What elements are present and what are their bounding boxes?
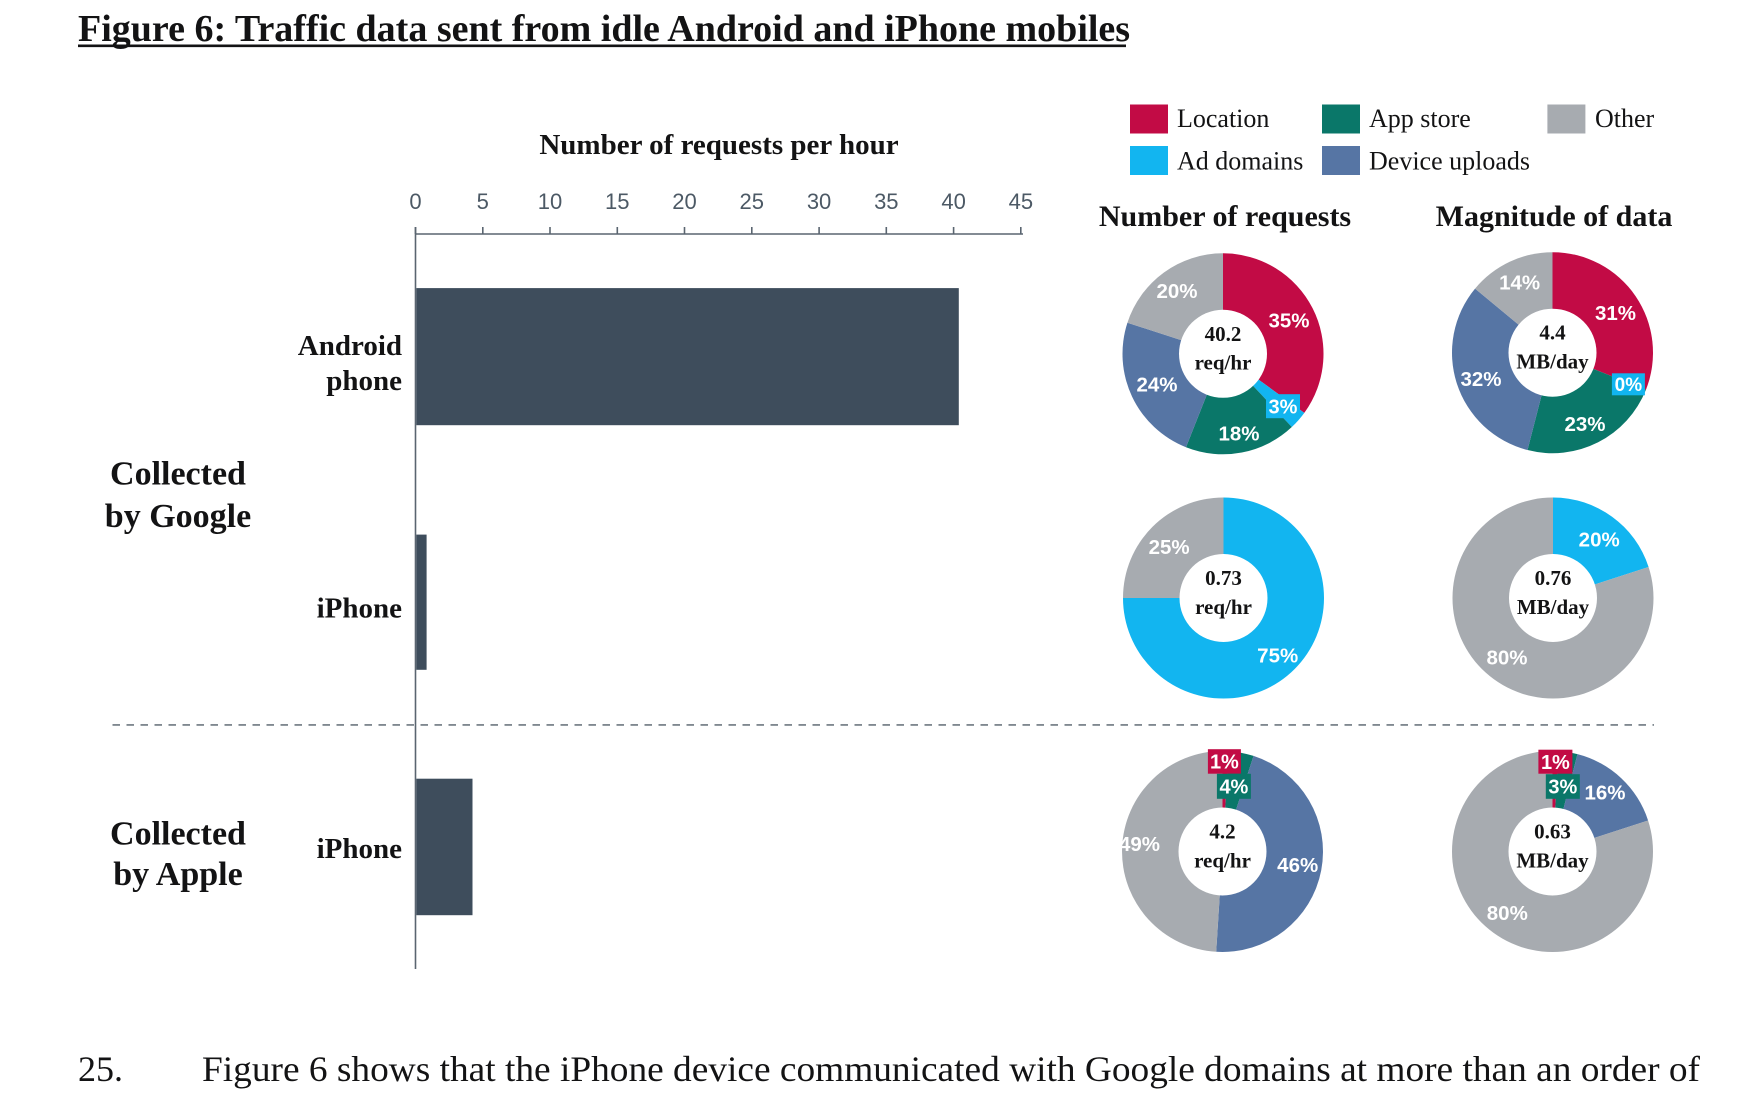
svg-text:Other: Other xyxy=(1595,104,1655,133)
svg-text:46%: 46% xyxy=(1277,854,1318,877)
svg-text:MB/day: MB/day xyxy=(1516,848,1589,872)
svg-text:4.2: 4.2 xyxy=(1209,820,1235,844)
svg-text:Android: Android xyxy=(298,330,402,362)
svg-text:15: 15 xyxy=(605,189,629,214)
svg-text:35: 35 xyxy=(874,189,898,214)
svg-text:Location: Location xyxy=(1177,104,1269,133)
svg-text:80%: 80% xyxy=(1486,646,1527,669)
svg-text:80%: 80% xyxy=(1487,902,1528,925)
svg-text:45: 45 xyxy=(1009,189,1033,214)
svg-text:Number of requests per hour: Number of requests per hour xyxy=(539,129,898,161)
svg-text:req/hr: req/hr xyxy=(1195,351,1252,375)
svg-text:3%: 3% xyxy=(1269,396,1298,418)
svg-text:0.76: 0.76 xyxy=(1535,566,1572,590)
svg-text:by Apple: by Apple xyxy=(113,856,242,893)
svg-text:MB/day: MB/day xyxy=(1516,350,1589,374)
svg-text:0.73: 0.73 xyxy=(1205,566,1242,590)
svg-text:31%: 31% xyxy=(1595,302,1636,325)
svg-text:req/hr: req/hr xyxy=(1195,595,1252,619)
svg-text:32%: 32% xyxy=(1460,368,1501,391)
svg-text:Collected: Collected xyxy=(110,815,246,852)
svg-text:49%: 49% xyxy=(1119,833,1160,856)
svg-text:25: 25 xyxy=(740,189,764,214)
svg-text:75%: 75% xyxy=(1257,645,1298,668)
svg-text:MB/day: MB/day xyxy=(1517,595,1590,619)
svg-text:24%: 24% xyxy=(1136,373,1177,396)
svg-text:20%: 20% xyxy=(1156,280,1197,303)
svg-text:by Google: by Google xyxy=(105,498,251,535)
svg-text:Ad domains: Ad domains xyxy=(1177,147,1303,176)
svg-text:0.63: 0.63 xyxy=(1534,820,1571,844)
svg-text:Number of requests: Number of requests xyxy=(1099,200,1351,233)
svg-text:40.2: 40.2 xyxy=(1205,322,1242,346)
svg-text:0%: 0% xyxy=(1615,375,1643,396)
svg-text:25%: 25% xyxy=(1149,536,1190,559)
svg-text:Collected: Collected xyxy=(110,456,246,493)
svg-text:phone: phone xyxy=(326,365,402,397)
svg-text:4.4: 4.4 xyxy=(1539,321,1566,345)
svg-text:req/hr: req/hr xyxy=(1194,848,1251,872)
svg-text:Device uploads: Device uploads xyxy=(1369,147,1530,176)
svg-text:18%: 18% xyxy=(1218,422,1259,445)
svg-text:16%: 16% xyxy=(1584,781,1625,804)
svg-text:10: 10 xyxy=(538,189,562,214)
svg-text:40: 40 xyxy=(941,189,965,214)
svg-text:30: 30 xyxy=(807,189,831,214)
svg-text:iPhone: iPhone xyxy=(317,593,403,625)
svg-text:20%: 20% xyxy=(1579,528,1620,551)
svg-text:25.: 25. xyxy=(78,1049,123,1089)
svg-text:3%: 3% xyxy=(1548,777,1577,799)
svg-text:Figure 6: Traffic data sent fr: Figure 6: Traffic data sent from idle An… xyxy=(78,8,1130,50)
svg-text:App store: App store xyxy=(1369,104,1471,133)
svg-text:14%: 14% xyxy=(1499,271,1540,294)
svg-text:iPhone: iPhone xyxy=(317,833,403,865)
svg-text:Figure 6 shows that the iPhone: Figure 6 shows that the iPhone device co… xyxy=(202,1049,1700,1089)
svg-text:5: 5 xyxy=(477,189,489,214)
svg-text:20: 20 xyxy=(672,189,696,214)
svg-text:23%: 23% xyxy=(1564,413,1605,436)
svg-text:1%: 1% xyxy=(1541,752,1570,774)
svg-text:35%: 35% xyxy=(1268,309,1309,332)
svg-text:4%: 4% xyxy=(1219,776,1248,798)
svg-text:1%: 1% xyxy=(1210,752,1239,774)
svg-text:0: 0 xyxy=(409,189,421,214)
svg-text:Magnitude of data: Magnitude of data xyxy=(1436,200,1673,233)
